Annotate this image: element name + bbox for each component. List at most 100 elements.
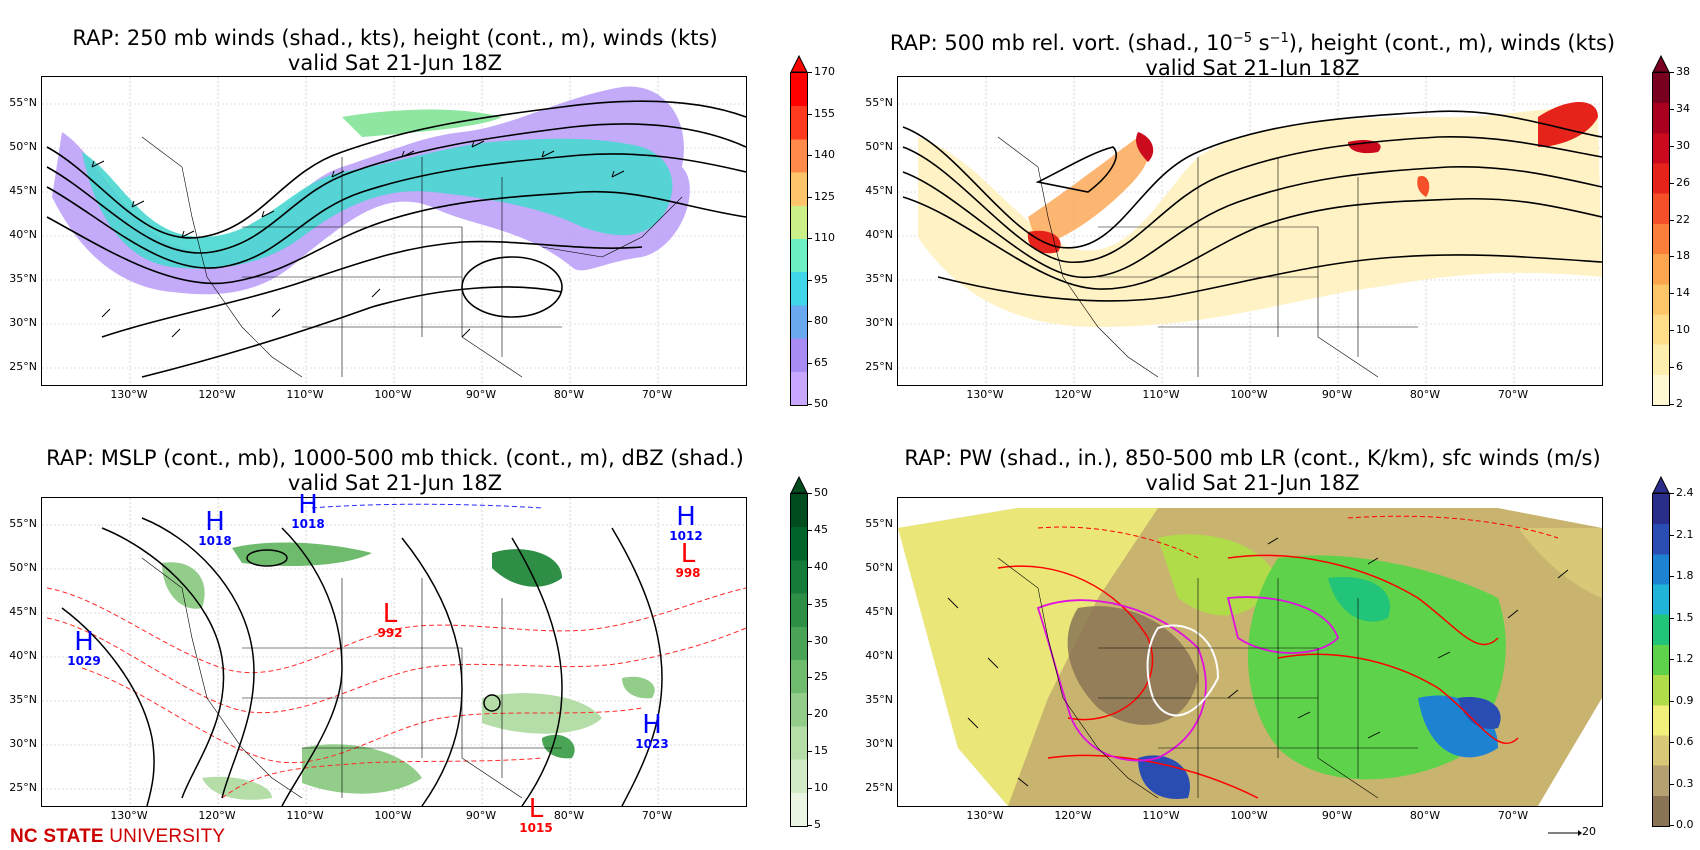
title-line-2: valid Sat 21-Jun 18Z [287,471,503,495]
colorbar-tick-label: 0.9 [1670,693,1694,707]
lat-label: 35°N [9,272,37,285]
colorbar-tick-label: 25 [808,670,828,684]
lon-label: 130°W [110,388,148,401]
panel-title-pw: RAP: PW (shad., in.), 850-500 mb LR (con… [880,446,1625,496]
colorbar-tick-label: 2.4 [1670,486,1694,499]
lat-label: 40°N [865,228,893,241]
colorbar-tick-label: 110 [808,231,835,244]
title-line-2: valid Sat 21-Jun 18Z [1145,471,1360,495]
pressure-letter: H [676,502,696,532]
low-pressure-center: L 992 [365,601,415,640]
colorbar-tick-label: 125 [808,189,835,203]
pressure-letter: L [382,599,398,629]
lon-label: 90°W [465,388,497,401]
low-pressure-center: L 998 [663,541,713,580]
lat-label: 35°N [865,693,893,706]
lat-label: 45°N [9,605,37,618]
pressure-letter: L [528,794,544,824]
wind-barbs [91,140,625,338]
colorbar-tick-label: 14 [1670,286,1690,300]
lat-label: 55°N [9,96,37,109]
lon-label: 120°W [198,809,236,822]
pressure-value: 1029 [67,654,101,668]
high-pressure-center: H 1018 [190,509,240,548]
high-pressure-center: H 1012 [661,504,711,543]
lat-label: 55°N [865,517,893,530]
lat-label: 50°N [865,561,893,574]
colorbar-tick-label: 140 [808,148,835,161]
colorbar-tick-label: 0.6 [1670,735,1694,748]
lat-label: 25°N [9,360,37,373]
lat-label: 25°N [9,781,37,794]
colorbar-tick-label: 0.3 [1670,776,1694,790]
lat-label: 35°N [865,272,893,285]
map-250mb-winds [41,76,747,386]
lon-label: 80°W [553,388,585,401]
colorbar-tick-label: 1.2 [1670,652,1694,665]
lat-label: 40°N [9,228,37,241]
colorbar-tick-label: 18 [1670,249,1690,263]
lon-label: 70°W [641,809,673,822]
lat-label: 30°N [865,737,893,750]
colorbar-tick-label: 38 [1670,65,1690,78]
lon-label: 90°W [1321,388,1353,401]
pressure-value: 1012 [669,529,703,543]
surface-wind-arrows [947,537,1569,787]
jet-shading-core [82,138,673,269]
lat-label: 25°N [865,360,893,373]
pressure-letter: H [74,627,94,657]
lon-label: 110°W [1142,809,1180,822]
lon-label: 120°W [1054,388,1092,401]
lon-label: 70°W [641,388,673,401]
colorbar-tick-label: 45 [808,522,828,536]
colorbar-tick-label: 155 [808,106,835,120]
lon-label: 110°W [286,809,324,822]
lat-label: 45°N [865,184,893,197]
lat-label: 50°N [9,140,37,153]
lat-label: 35°N [9,693,37,706]
lat-label: 45°N [9,184,37,197]
panel-title-250mb: RAP: 250 mb winds (shad., kts), height (… [40,26,750,76]
colorbar-tick-label: 10 [808,781,828,795]
pressure-value: 1018 [198,534,232,548]
colorbar-tick-label: 35 [808,596,828,610]
high-pressure-center: H 1029 [59,629,109,668]
colorbar-extend-arrow [790,476,808,494]
colorbar-tick-label: 170 [808,65,835,78]
jet-shading-max [342,109,502,137]
title-line-1: RAP: 250 mb winds (shad., kts), height (… [72,26,718,50]
colorbar-p250 [790,72,808,406]
lat-label: 30°N [9,737,37,750]
colorbar-tick-label: 26 [1670,175,1690,189]
thickness-contours [46,503,746,799]
colorbar-tick-label: 5 [808,818,821,831]
map-500mb-vorticity [897,76,1603,386]
lon-label: 110°W [286,388,324,401]
colorbar-tick-label: 80 [808,314,828,327]
lon-label: 80°W [1409,809,1441,822]
lat-label: 25°N [865,781,893,794]
pw-shading [898,508,1602,806]
lapse-rate-high-contours [1036,596,1340,762]
lat-label: 55°N [9,517,37,530]
colorbar-tick-label: 30 [1670,138,1690,152]
reference-vector-arrow [1548,830,1582,836]
pressure-value: 1018 [291,517,325,531]
lon-label: 80°W [1409,388,1441,401]
pressure-letter: H [642,710,662,740]
panel-title-mslp: RAP: MSLP (cont., mb), 1000-500 mb thick… [40,446,750,496]
colorbar-tick-label: 15 [808,744,828,758]
pressure-letter: H [298,490,318,520]
lon-label: 130°W [966,809,1004,822]
pressure-letter: H [205,507,225,537]
lon-label: 100°W [374,388,412,401]
height-contours [902,110,1602,302]
lon-label: 130°W [110,809,148,822]
colorbar-tick-label: 34 [1670,101,1690,115]
lon-label: 110°W [1142,388,1180,401]
colorbar-tick-label: 95 [808,272,828,286]
lat-label: 45°N [865,605,893,618]
colorbar-tick-label: 0.0 [1670,818,1694,831]
colorbar-p500 [1652,72,1670,406]
colorbar-tick-label: 30 [808,633,828,647]
